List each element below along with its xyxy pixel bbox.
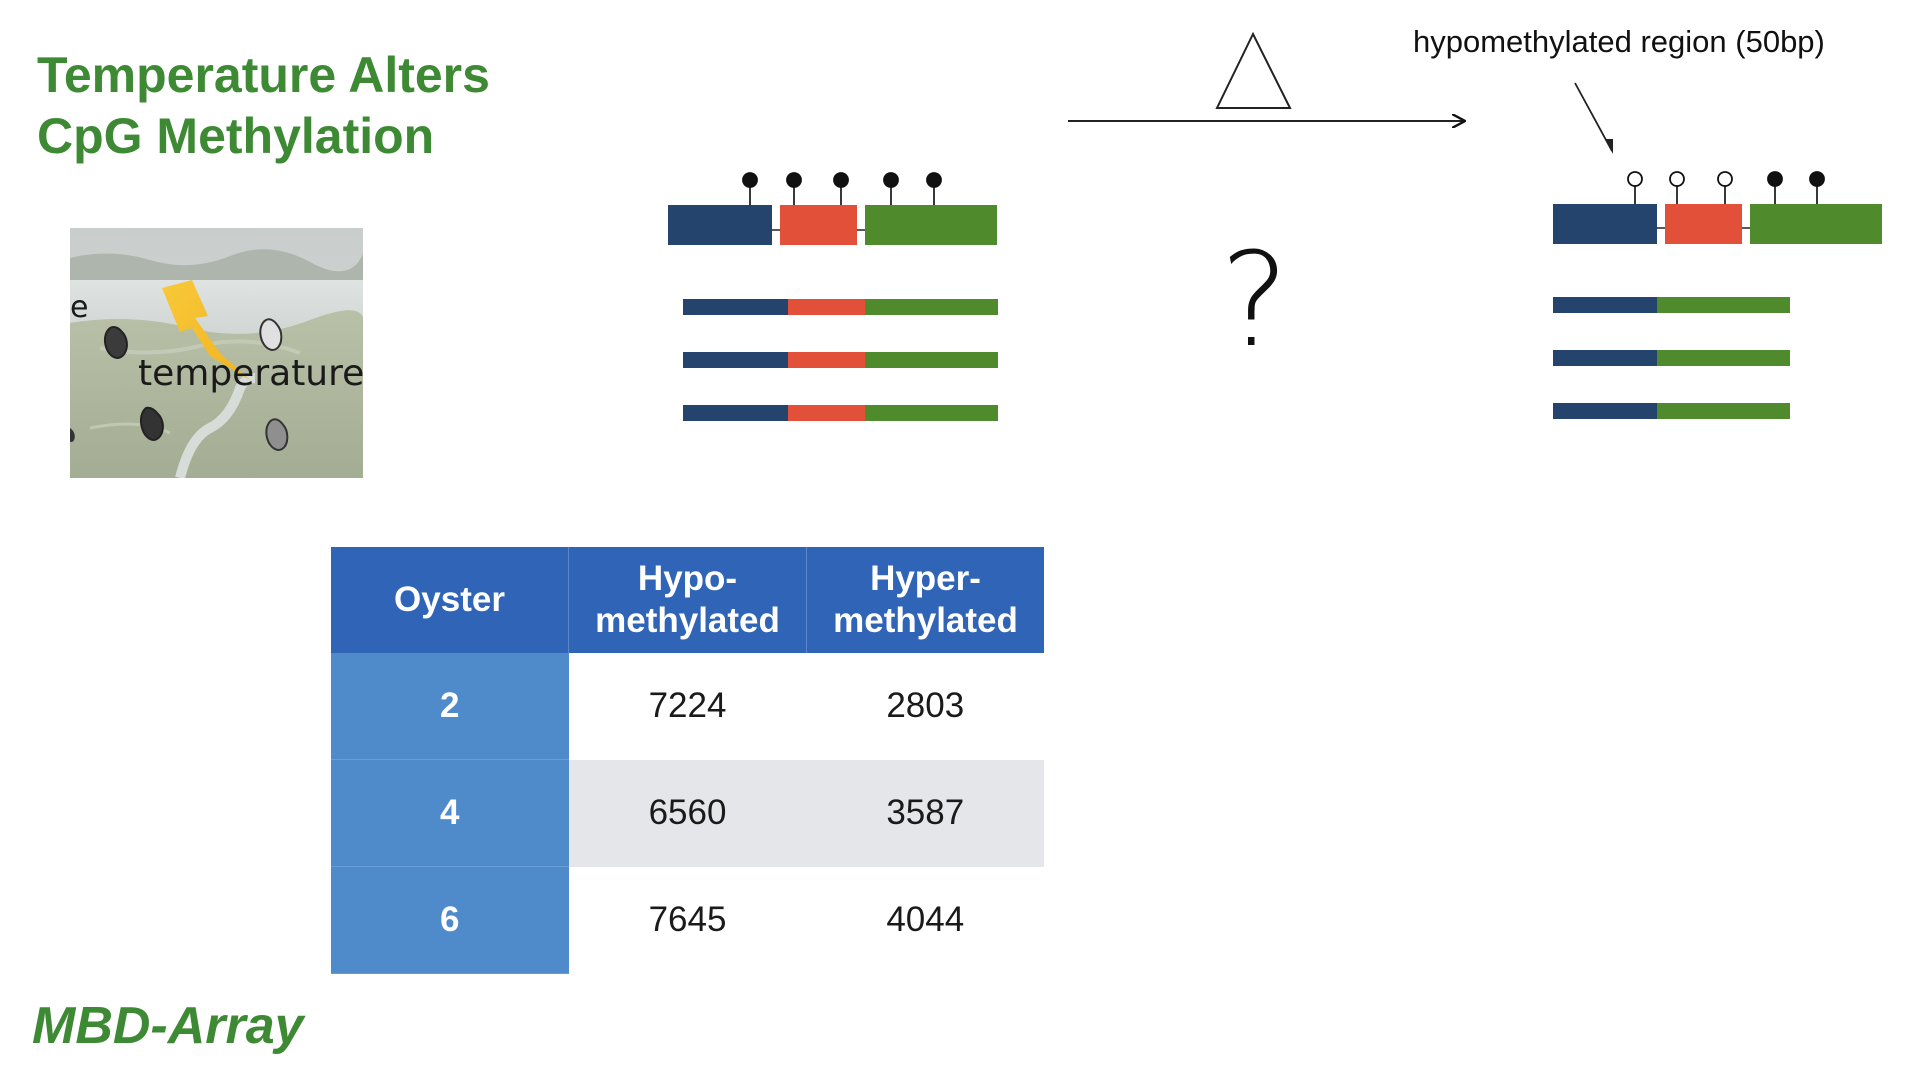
oyster-habitat-photo: e temperature bbox=[70, 228, 363, 478]
transcript-exon1 bbox=[683, 352, 788, 368]
title-line-1: Temperature Alters bbox=[37, 47, 490, 103]
unmethylated-cpg-icon bbox=[1627, 171, 1643, 187]
slide-title: Temperature Alters CpG Methylation bbox=[37, 45, 490, 167]
header-hypermethylated: Hyper- methylated bbox=[806, 547, 1044, 653]
header-hyper-line1: Hyper- bbox=[870, 559, 981, 598]
delta-triangle-icon bbox=[1215, 31, 1292, 109]
methylated-cpg-icon bbox=[883, 172, 899, 188]
method-label: MBD-Array bbox=[32, 997, 304, 1055]
table-row: 6 7645 4044 bbox=[331, 866, 1044, 974]
hypo-count: 7224 bbox=[648, 686, 727, 726]
transcript-exon2 bbox=[788, 352, 865, 368]
unmethylated-cpg-icon bbox=[1669, 171, 1685, 187]
gene-exon1 bbox=[668, 205, 772, 245]
gene-exon2 bbox=[780, 205, 857, 245]
transcript-exon1 bbox=[1553, 297, 1657, 313]
transcript-exon1 bbox=[683, 299, 788, 315]
transcripts-before-treatment bbox=[683, 299, 998, 421]
transcript-exon3 bbox=[865, 405, 998, 421]
transcript-exon3 bbox=[865, 299, 998, 315]
gene-exon1 bbox=[1553, 204, 1657, 244]
hypo-count: 6560 bbox=[568, 759, 807, 867]
hyper-count: 3587 bbox=[806, 759, 1044, 867]
methylated-cpg-icon bbox=[742, 172, 758, 188]
gene-exon2 bbox=[1665, 204, 1742, 244]
gene-before-treatment bbox=[668, 172, 997, 245]
lightning-bolt-icon bbox=[162, 280, 250, 380]
transcript-exon1 bbox=[1553, 350, 1657, 366]
transcript-exon3 bbox=[865, 352, 998, 368]
question-mark: ? bbox=[1220, 224, 1289, 376]
oyster-id: 6 bbox=[331, 866, 569, 974]
oyster-grey-1 bbox=[265, 418, 289, 452]
header-hypo-line2: methylated bbox=[595, 601, 780, 640]
methylation-table: Oyster Hypo- methylated Hyper- methylate… bbox=[331, 547, 1044, 974]
header-hypo-line1: Hypo- bbox=[637, 559, 738, 598]
methylated-cpg-icon bbox=[1809, 171, 1825, 187]
photo-caption: temperature bbox=[138, 353, 363, 394]
habitat-illustration bbox=[70, 228, 363, 478]
title-line-2: CpG Methylation bbox=[37, 108, 435, 164]
header-oyster: Oyster bbox=[331, 547, 569, 653]
unmethylated-cpg-icon bbox=[1717, 171, 1733, 187]
transcript-exon2 bbox=[788, 299, 865, 315]
oyster-dark-1 bbox=[103, 326, 128, 360]
gene-after-treatment bbox=[1553, 171, 1882, 244]
table-header-row: Oyster Hypo- methylated Hyper- methylate… bbox=[331, 547, 1044, 653]
gene-exon3 bbox=[1750, 204, 1882, 244]
hypomethylated-region-label: hypomethylated region (50bp) bbox=[1413, 24, 1825, 59]
header-hypomethylated: Hypo- methylated bbox=[568, 547, 807, 653]
oyster-id: 2 bbox=[331, 653, 569, 760]
transcript-exon3 bbox=[1657, 403, 1790, 419]
transcript-exon1 bbox=[683, 405, 788, 421]
methylated-cpg-icon bbox=[786, 172, 802, 188]
transcripts-after-treatment bbox=[1553, 297, 1790, 419]
transcript-exon1 bbox=[1553, 403, 1657, 419]
table-row: 2 7224 2803 bbox=[331, 653, 1044, 760]
hyper-count: 2803 bbox=[886, 686, 965, 726]
table-row: 4 6560 3587 bbox=[331, 759, 1044, 867]
transcript-exon3 bbox=[1657, 297, 1790, 313]
transcript-exon3 bbox=[1657, 350, 1790, 366]
oyster-light-1 bbox=[259, 318, 283, 352]
oyster-id: 4 bbox=[331, 759, 569, 867]
methylated-cpg-icon bbox=[833, 172, 849, 188]
methylated-cpg-icon bbox=[926, 172, 942, 188]
oyster-dark-2 bbox=[139, 406, 164, 442]
header-oyster-text: Oyster bbox=[394, 580, 505, 619]
hypo-count: 7645 bbox=[648, 900, 727, 939]
hyper-count: 4044 bbox=[886, 900, 965, 939]
methylated-cpg-icon bbox=[1767, 171, 1783, 187]
header-hyper-line2: methylated bbox=[833, 601, 1018, 640]
transcript-exon2 bbox=[788, 405, 865, 421]
photo-edge-letter: e bbox=[70, 290, 89, 325]
region-pointer-head bbox=[1605, 139, 1613, 154]
gene-exon3 bbox=[865, 205, 997, 245]
